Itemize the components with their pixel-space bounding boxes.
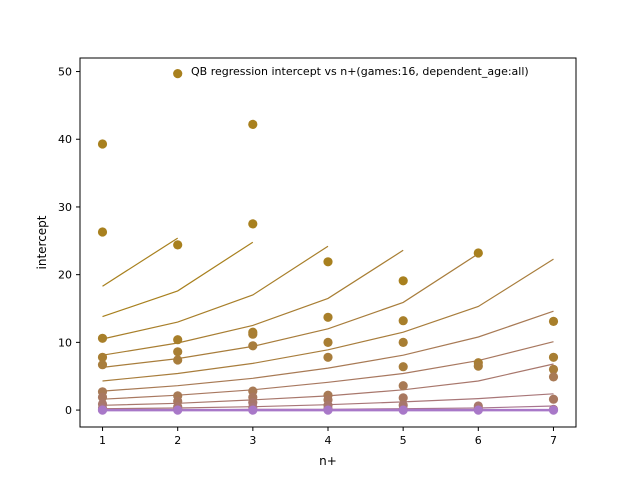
data-point-2: [97, 227, 108, 237]
data-point-58: [548, 364, 559, 374]
x-tick-label: 3: [249, 434, 256, 447]
data-point-59: [548, 372, 559, 382]
data-point-1: [97, 139, 108, 149]
x-axis: 1 2 3 4 5 6 7: [99, 427, 557, 447]
points-layer: [97, 69, 559, 415]
data-point-31: [248, 405, 258, 415]
data-point-35: [323, 352, 333, 362]
x-tick-label: 6: [475, 434, 482, 447]
x-tick-label: 5: [400, 434, 407, 447]
data-point-56: [548, 316, 559, 326]
y-axis: 0 10 20 30 40 50: [58, 66, 80, 417]
data-point-12: [173, 69, 183, 79]
series-line-3: [102, 245, 329, 340]
data-point-7: [97, 392, 108, 402]
data-point-41: [398, 276, 408, 286]
data-point-57: [548, 352, 559, 362]
x-tick-label: 2: [174, 434, 181, 447]
x-tick-label: 7: [550, 434, 557, 447]
data-point-50: [473, 248, 483, 258]
series-line-2: [102, 241, 254, 318]
x-axis-label: n+: [319, 454, 337, 468]
data-point-33: [323, 312, 333, 322]
x-tick-label: 4: [325, 434, 332, 447]
data-point-40: [323, 405, 333, 415]
y-tick-label: 50: [58, 66, 72, 79]
data-point-62: [548, 405, 559, 415]
data-point-22: [248, 119, 258, 129]
data-point-25: [248, 329, 258, 339]
data-point-60: [548, 394, 559, 404]
y-tick-label: 10: [58, 336, 72, 349]
data-point-4: [97, 352, 108, 362]
series-line-4: [102, 249, 404, 356]
data-point-45: [398, 381, 408, 391]
data-point-3: [97, 333, 108, 343]
x-tick-label: 1: [99, 434, 106, 447]
data-point-52: [473, 361, 483, 371]
chart-title: QB regression intercept vs n+(games:16, …: [191, 65, 529, 78]
data-point-43: [398, 337, 408, 347]
data-point-11: [97, 405, 108, 415]
data-point-23: [248, 219, 258, 229]
data-point-46: [398, 393, 408, 403]
data-point-5: [97, 360, 108, 370]
y-tick-label: 20: [58, 269, 72, 282]
data-point-26: [248, 341, 258, 351]
data-point-13: [173, 240, 183, 250]
data-point-49: [398, 405, 408, 415]
series-line-7: [102, 310, 554, 392]
series-line-1: [102, 237, 179, 287]
data-point-16: [173, 355, 183, 365]
data-point-34: [323, 337, 333, 347]
y-tick-label: 0: [65, 404, 72, 417]
data-point-55: [473, 405, 483, 415]
series-line-5: [102, 253, 479, 368]
data-point-21: [173, 405, 183, 415]
data-point-32: [323, 257, 333, 267]
y-tick-label: 30: [58, 201, 72, 214]
data-point-15: [173, 347, 183, 357]
y-axis-label: intercept: [35, 215, 49, 269]
y-tick-label: 40: [58, 133, 72, 146]
data-point-44: [398, 362, 408, 372]
data-point-14: [173, 335, 183, 345]
data-point-42: [398, 316, 408, 326]
series-line-6: [102, 258, 554, 382]
